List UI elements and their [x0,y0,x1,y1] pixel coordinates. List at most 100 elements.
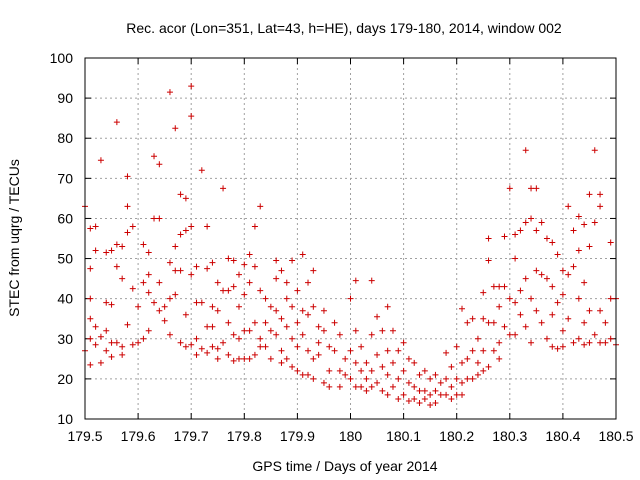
data-point [119,243,126,250]
data-point [352,327,359,334]
data-point [246,279,253,286]
data-point [342,355,349,362]
data-point [448,363,455,370]
data-point [554,251,561,258]
data-point [103,299,110,306]
data-point [294,319,301,326]
y-tick-label: 50 [57,251,73,267]
data-point [581,279,588,286]
data-point [443,375,450,382]
data-point [103,327,110,334]
data-point [389,359,396,366]
data-point [374,313,381,320]
data-point [305,347,312,354]
y-tick-label: 90 [57,90,73,106]
data-point [549,239,556,246]
data-point [421,395,428,402]
data-point [411,359,418,366]
data-point [289,303,296,310]
data-point [97,333,104,340]
data-point [607,295,614,302]
data-point [602,319,609,326]
data-point [326,343,333,350]
x-tick-label: 180.2 [439,428,474,444]
data-point [289,363,296,370]
data-point [400,391,407,398]
y-tick-label: 40 [57,291,73,307]
data-point [443,391,450,398]
data-point [294,287,301,294]
data-point [591,147,598,154]
data-point [278,347,285,354]
data-point [166,89,173,96]
data-point [97,359,104,366]
x-tick-label: 179.6 [121,428,156,444]
data-point [214,345,221,352]
data-point [496,355,503,362]
data-point [559,327,566,334]
data-point [533,267,540,274]
data-point [246,327,253,334]
data-point [389,327,396,334]
data-point [342,371,349,378]
data-point [209,323,216,330]
data-point [400,339,407,346]
data-point [453,343,460,350]
data-point [220,287,227,294]
data-point [172,267,179,274]
data-point [464,355,471,362]
data-point [92,323,99,330]
data-point [543,235,550,242]
data-point [411,383,418,390]
y-axis: 10 20 30 40 50 60 70 80 90 100 [50,50,616,427]
data-point [570,227,577,234]
data-point [591,219,598,226]
data-point [320,307,327,314]
data-point [225,319,232,326]
data-point [586,307,593,314]
data-point [113,339,120,346]
data-point [241,355,248,362]
data-point [92,341,99,348]
data-point [113,241,120,248]
data-point [374,379,381,386]
data-point [156,279,163,286]
data-point [570,339,577,346]
data-point [273,331,280,338]
data-point [220,339,227,346]
data-point [485,235,492,242]
data-point [262,343,269,350]
plot-frame [84,57,617,420]
data-point [283,323,290,330]
data-point [459,391,466,398]
data-point [496,303,503,310]
data-point [575,213,582,220]
data-point [315,351,322,358]
data-point [235,355,242,362]
data-point [172,125,179,132]
data-point [512,231,519,238]
data-point [299,251,306,258]
data-point [273,257,280,264]
data-point [209,259,216,266]
data-point [198,167,205,174]
chart-title: Rec. acor (Lon=351, Lat=43, h=HE), days … [126,20,562,36]
data-point [124,203,131,210]
y-tick-label: 60 [57,210,73,226]
data-point [267,303,274,310]
data-point [124,321,131,328]
data-point [538,219,545,226]
data-point [108,339,115,346]
data-point [145,327,152,334]
data-point [469,347,476,354]
data-point [522,323,529,330]
data-point [145,249,152,256]
data-point [522,219,529,226]
data-point [326,367,333,374]
data-point [347,375,354,382]
data-point [395,395,402,402]
data-point [336,383,343,390]
data-point [490,319,497,326]
data-point [416,371,423,378]
data-point [129,341,136,348]
